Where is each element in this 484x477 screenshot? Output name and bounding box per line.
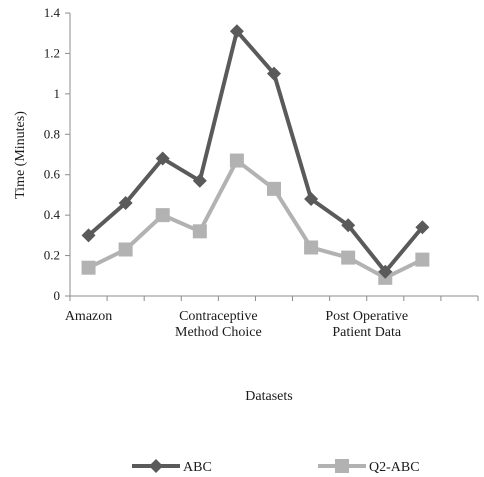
data-point: [415, 252, 430, 267]
data-point: [229, 24, 244, 39]
data-point: [155, 208, 170, 223]
data-point: [81, 228, 96, 243]
y-tick-label: 0.8: [44, 126, 60, 141]
series-abc: [81, 24, 430, 279]
data-point: [415, 220, 430, 235]
x-category-label: Contraceptive: [179, 309, 258, 324]
data-point: [118, 242, 133, 257]
data-point: [267, 66, 281, 81]
series-line: [87, 158, 424, 280]
x-category-label: Post Operative: [325, 309, 408, 324]
data-point: [192, 224, 207, 239]
legend-item-abc: ABC: [132, 459, 212, 475]
y-tick-label: 0.6: [44, 167, 61, 182]
legend-marker: [335, 459, 349, 473]
data-point: [229, 153, 244, 168]
legend-marker: [149, 459, 163, 473]
legend-label: Q2-ABC: [369, 460, 420, 475]
series-line: [87, 29, 424, 274]
y-tick-label: 0: [54, 288, 61, 303]
x-category-label: Amazon: [65, 309, 112, 324]
legend-label: ABC: [183, 460, 212, 475]
y-axis-title: Time (Minutes): [13, 111, 28, 199]
data-point: [378, 264, 393, 279]
data-point: [155, 151, 170, 166]
x-category-label: Method Choice: [175, 325, 262, 340]
series-layer: [81, 24, 430, 285]
y-tick-label: 1: [54, 86, 61, 101]
chart-legend: ABC Q2-ABC: [132, 459, 420, 475]
y-axis-ticks: 0 0.2 0.4 0.6 0.8 1 1.2 1.4: [44, 5, 70, 303]
y-tick-label: 0.2: [44, 248, 60, 263]
data-point: [192, 173, 207, 188]
data-point: [304, 191, 319, 206]
chart-axes: [69, 13, 478, 297]
y-tick-label: 1.2: [44, 45, 60, 60]
data-point: [81, 260, 96, 275]
data-point: [304, 240, 319, 255]
data-point: [341, 250, 356, 265]
legend-item-q2-abc: Q2-ABC: [318, 459, 420, 475]
x-axis-title: Datasets: [245, 389, 292, 404]
y-tick-label: 1.4: [44, 5, 61, 20]
x-category-label: Patient Data: [332, 325, 402, 340]
data-point: [118, 196, 133, 211]
data-point: [267, 181, 281, 196]
y-tick-label: 0.4: [44, 207, 61, 222]
series-q2-abc: [81, 153, 430, 285]
data-point: [341, 218, 356, 233]
